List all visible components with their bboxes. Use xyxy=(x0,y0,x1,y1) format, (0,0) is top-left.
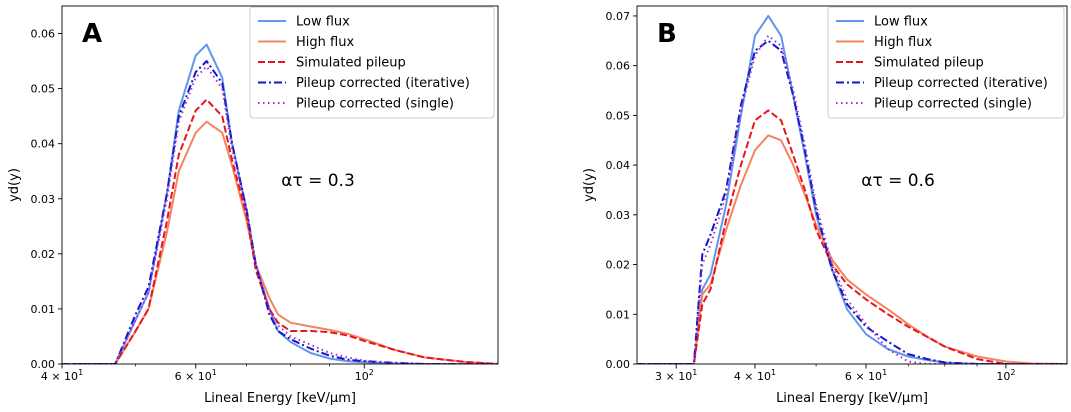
legend-label: Pileup corrected (single) xyxy=(296,97,454,112)
y-tick-label: 0.06 xyxy=(31,28,56,41)
legend-label: Simulated pileup xyxy=(296,56,406,71)
panel-label: A xyxy=(82,19,102,49)
legend: Low flux High flux Simulated pileup Pileup … xyxy=(249,6,495,119)
panel-label: B xyxy=(657,19,677,49)
legend-box xyxy=(827,6,1065,119)
annotation-alpha-tau: ατ = 0.3 xyxy=(281,171,355,191)
y-tick-label: 0.03 xyxy=(606,209,631,222)
y-tick-label: 0.04 xyxy=(31,138,56,151)
y-axis-label: yd(y) xyxy=(7,168,22,202)
legend: Low flux High flux Simulated pileup Pileup … xyxy=(827,6,1065,119)
y-tick-label: 0.04 xyxy=(606,159,631,172)
legend-label: Pileup corrected (iterative) xyxy=(874,76,1048,91)
series-line-simulated-pileup xyxy=(62,98,498,364)
y-axis-label: yd(y) xyxy=(582,168,597,202)
plot-frame xyxy=(61,5,499,365)
series-line-high-flux xyxy=(62,120,498,364)
x-axis-label: Lineal Energy [keV/μm] xyxy=(204,391,356,406)
x-tick-label: 6 × 101 xyxy=(845,368,887,383)
series-group xyxy=(637,14,1067,364)
panel-b: 0.00 0.01 0.02 0.03 0.04 0.05 0.06 0.07 3 × 101 4… xyxy=(582,5,1068,406)
y-tick-label: 0.03 xyxy=(31,193,56,206)
legend-label: Low flux xyxy=(296,15,350,30)
x-tick-label: 6 × 101 xyxy=(175,368,217,383)
legend-box xyxy=(249,6,495,119)
x-tick-label: 3 × 101 xyxy=(655,368,697,383)
annotation-alpha-tau: ατ = 0.6 xyxy=(861,171,935,191)
panel-a: 0.00 0.01 0.02 0.03 0.04 0.05 0.06 4 × 101 6 × 1… xyxy=(7,5,499,406)
legend-label: Simulated pileup xyxy=(874,56,984,71)
y-tick-label: 0.06 xyxy=(606,60,631,73)
x-tick-label: 102 xyxy=(996,368,1015,383)
series-group xyxy=(62,43,498,364)
legend-label: High flux xyxy=(296,35,354,50)
x-axis-label: Lineal Energy [keV/μm] xyxy=(776,391,928,406)
series-line-high-flux xyxy=(637,134,1067,364)
y-tick-label: 0.01 xyxy=(31,303,56,316)
plot-frame xyxy=(636,5,1068,365)
y-tick-label: 0.01 xyxy=(606,308,631,321)
series-line-pileup-corrected-single xyxy=(637,34,1067,364)
legend-label: Pileup corrected (single) xyxy=(874,97,1032,112)
y-tick-label: 0.05 xyxy=(606,109,631,122)
legend-label: Low flux xyxy=(874,15,928,30)
x-tick-label: 4 × 101 xyxy=(41,368,83,383)
legend-label: Pileup corrected (iterative) xyxy=(296,76,470,91)
series-line-pileup-corrected-iterative xyxy=(637,39,1067,364)
y-tick-label: 0.02 xyxy=(606,259,631,272)
x-tick-label: 4 × 101 xyxy=(734,368,776,383)
x-tick-label: 102 xyxy=(355,368,374,383)
y-tick-label: 0.07 xyxy=(606,10,631,23)
series-line-pileup-corrected-iterative xyxy=(62,60,498,364)
y-tick-label: 0.00 xyxy=(606,358,631,371)
legend-label: High flux xyxy=(874,35,932,50)
y-tick-label: 0.02 xyxy=(31,248,56,261)
y-tick-label: 0.00 xyxy=(31,358,56,371)
y-tick-label: 0.05 xyxy=(31,83,56,96)
series-line-simulated-pileup xyxy=(637,109,1067,364)
